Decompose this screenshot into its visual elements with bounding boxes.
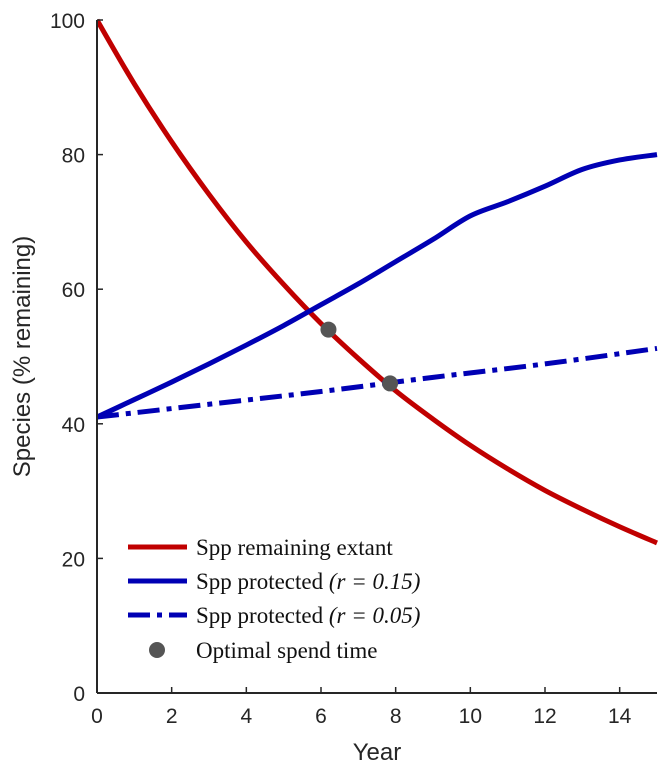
y-tick-label: 40 bbox=[62, 414, 85, 437]
y-tick-label: 60 bbox=[62, 279, 85, 302]
legend-label: Spp protected (r = 0.15) bbox=[196, 569, 420, 594]
legend-label: Spp protected (r = 0.05) bbox=[196, 603, 420, 628]
x-tick-label: 2 bbox=[166, 705, 178, 728]
series-line-spp-protected-r-0-15 bbox=[97, 152, 658, 420]
x-tick-label: 10 bbox=[459, 705, 482, 728]
y-tick-label: 20 bbox=[62, 548, 85, 571]
series-line-spp-remaining-extant bbox=[97, 18, 658, 546]
legend-entry-spp-protected-r-0-05: Spp protected (r = 0.05) bbox=[128, 603, 420, 628]
y-axis-title: Species (% remaining) bbox=[9, 236, 36, 477]
optimal-spend-point bbox=[320, 321, 337, 338]
axes bbox=[96, 19, 657, 694]
legend-label: Spp remaining extant bbox=[196, 535, 393, 560]
legend: Spp remaining extant Spp protected (r = 0… bbox=[128, 535, 420, 663]
x-tick-label: 14 bbox=[608, 705, 632, 728]
y-tick-label: 100 bbox=[50, 10, 85, 33]
plot-background bbox=[97, 20, 657, 693]
legend-label: Optimal spend time bbox=[196, 638, 377, 663]
series-line-spp-protected-r-0-05 bbox=[97, 345, 658, 420]
y-tick-label: 80 bbox=[62, 145, 85, 168]
x-tick-label: 0 bbox=[91, 705, 103, 728]
x-tick-label: 6 bbox=[315, 705, 327, 728]
legend-entry-spp-remaining-extant: Spp remaining extant bbox=[128, 535, 393, 560]
x-axis-title: Year bbox=[353, 739, 402, 766]
plot-area bbox=[97, 20, 657, 693]
legend-entry-optimal-spend-time: Optimal spend time bbox=[149, 638, 377, 663]
series-layer bbox=[97, 18, 658, 546]
legend-entry-spp-protected-r-0-15: Spp protected (r = 0.15) bbox=[128, 569, 420, 594]
x-tick-label: 12 bbox=[533, 705, 556, 728]
tick-labels: 0 2 4 6 8 10 12 14 0 20 40 60 80 100 bbox=[50, 10, 632, 728]
x-tick-label: 8 bbox=[390, 705, 402, 728]
y-tick-label: 0 bbox=[73, 683, 85, 706]
x-tick-label: 4 bbox=[240, 705, 252, 728]
optimal-spend-point bbox=[382, 375, 399, 392]
legend-swatch-marker bbox=[149, 642, 165, 658]
